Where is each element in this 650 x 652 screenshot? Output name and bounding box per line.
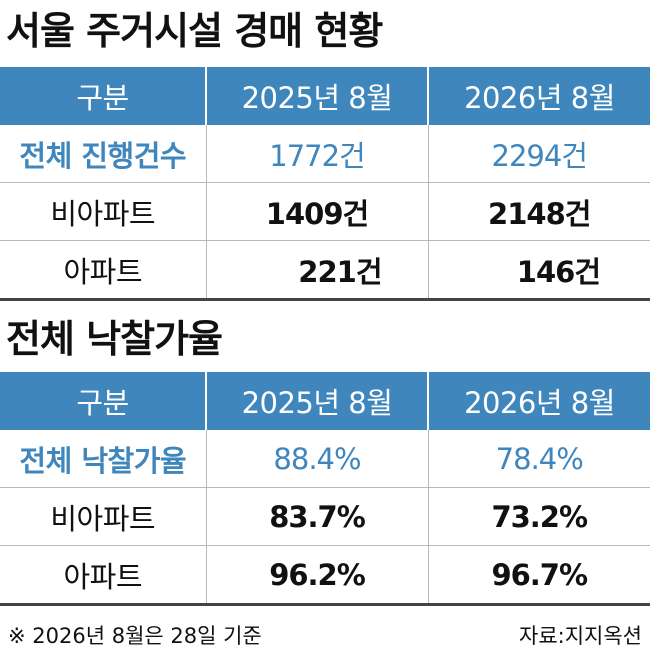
row-label: 비아파트: [0, 182, 206, 241]
row-label: 아파트: [0, 545, 206, 606]
table-row-non-apartment: 비아파트 83.7% 73.2%: [0, 487, 650, 546]
header-category: 구분: [0, 67, 206, 125]
table-header-row: 구분 2025년 8월 2026년 8월: [0, 67, 650, 125]
winning-bid-rate-table: 구분 2025년 8월 2026년 8월 전체 낙찰가율 88.4% 78.4%…: [0, 372, 650, 606]
value-2025: 83.7%: [205, 487, 428, 546]
row-label: 아파트: [0, 240, 206, 301]
value-2025: 88.4%: [205, 430, 428, 488]
section-title-winning-bid-rate: 전체 낙찰가율: [6, 317, 223, 361]
value-2025: 96.2%: [205, 545, 428, 606]
value-2025: 1772건: [205, 125, 428, 183]
value-2026: 2294건: [427, 125, 650, 183]
table-row-non-apartment: 비아파트 1409건 2148건: [0, 182, 650, 241]
value-2026: 96.7%: [427, 545, 650, 606]
row-label: 전체 낙찰가율: [0, 430, 206, 488]
table-row-total-count: 전체 진행건수 1772건 2294건: [0, 125, 650, 183]
table-row-total-rate: 전체 낙찰가율 88.4% 78.4%: [0, 430, 650, 488]
table-header-row: 구분 2025년 8월 2026년 8월: [0, 372, 650, 430]
row-label: 전체 진행건수: [0, 125, 206, 183]
header-2026-aug: 2026년 8월: [427, 372, 650, 430]
auction-status-table: 구분 2025년 8월 2026년 8월 전체 진행건수 1772건 2294건…: [0, 67, 650, 301]
section-title-auction-status: 서울 주거시설 경매 현황: [6, 9, 383, 53]
header-2026-aug: 2026년 8월: [427, 67, 650, 125]
row-label: 비아파트: [0, 487, 206, 546]
value-2026: 2148건: [427, 182, 650, 241]
table-row-apartment: 아파트 96.2% 96.7%: [0, 545, 650, 606]
value-2025: 1409건: [205, 182, 428, 241]
value-2026: 78.4%: [427, 430, 650, 488]
value-2026: 73.2%: [427, 487, 650, 546]
header-2025-aug: 2025년 8월: [205, 67, 428, 125]
value-2026: 146건: [427, 240, 650, 301]
footer: ※ 2026년 8월은 28일 기준 자료:지지옥션: [0, 620, 650, 648]
value-2025: 221건: [205, 240, 428, 301]
footnote: ※ 2026년 8월은 28일 기준: [8, 624, 262, 648]
header-2025-aug: 2025년 8월: [205, 372, 428, 430]
header-category: 구분: [0, 372, 206, 430]
table-row-apartment: 아파트 221건 146건: [0, 240, 650, 301]
source-credit: 자료:지지옥션: [519, 624, 642, 648]
